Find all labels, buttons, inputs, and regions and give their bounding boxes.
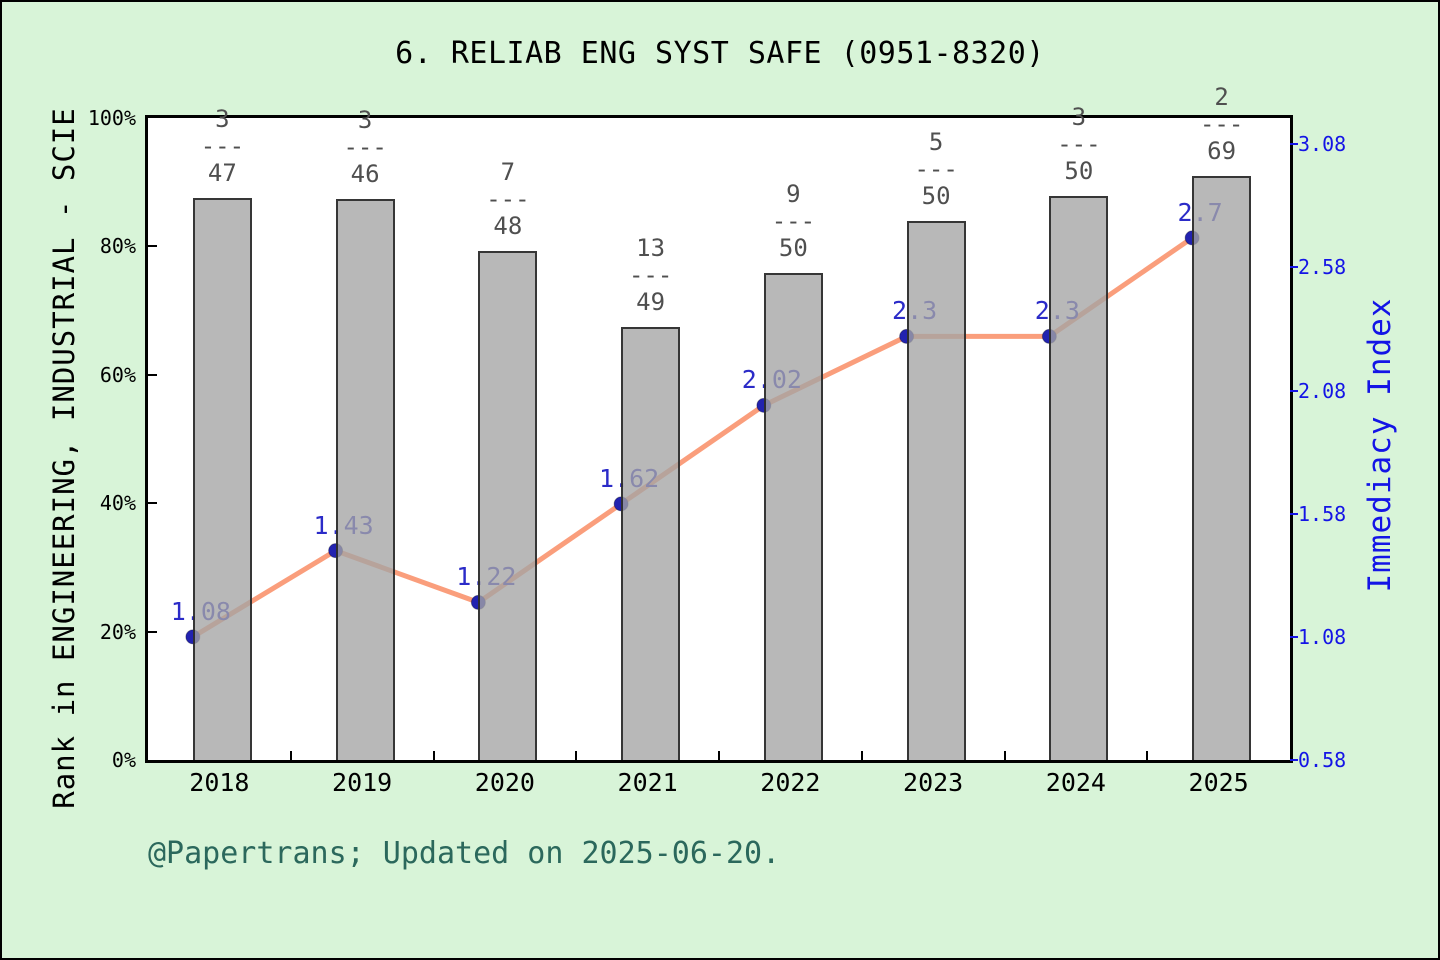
fraction-divider: --- [1057, 129, 1101, 158]
fraction-divider: --- [771, 206, 816, 235]
rank-bar-2019 [335, 198, 395, 760]
fraction-divider: --- [914, 155, 958, 184]
x-tick-label-2018: 2018 [189, 768, 250, 797]
left-axis-tick [148, 245, 157, 248]
plot-area: 1.083---471.433---461.227---481.6213---4… [145, 83, 1293, 763]
rank-bar-2020 [478, 250, 538, 760]
right-axis-title: Immediacy Index [1362, 297, 1398, 593]
left-tick-label-80%: 80% [99, 234, 136, 259]
rank-fraction-2021: 13 --- 49 [601, 235, 701, 316]
fraction-denominator: 46 [350, 159, 380, 188]
fraction-numerator: 3 [215, 105, 230, 134]
x-tick-label-2019: 2019 [332, 768, 393, 797]
footer-note: @Papertrans; Updated on 2025-06-20. [148, 836, 781, 871]
left-tick-label-40%: 40% [99, 491, 136, 516]
fraction-numerator: 3 [357, 105, 373, 134]
immediacy-line-layer [185, 230, 1200, 645]
x-axis-tick [860, 751, 863, 760]
fraction-numerator: 2 [1214, 82, 1229, 111]
rank-bar-2018 [192, 198, 252, 760]
x-axis-tick [289, 751, 292, 760]
chart-title: 6. RELIAB ENG SYST SAFE (0951-8320) [395, 36, 1045, 71]
rank-bar-2023 [906, 221, 966, 760]
x-tick-label-2020: 2020 [474, 768, 535, 797]
left-axis-tick [148, 373, 157, 376]
fraction-denominator: 50 [921, 182, 951, 211]
rank-fraction-2024: 3 --- 50 [1029, 102, 1129, 185]
x-axis-tick [575, 751, 578, 760]
rank-bar-2024 [1049, 195, 1109, 760]
fraction-numerator: 3 [1071, 102, 1087, 131]
fraction-numerator: 5 [928, 128, 944, 157]
right-tick-label-3.08: 3.08 [1298, 132, 1347, 157]
right-axis-tick [1290, 266, 1298, 269]
fraction-numerator: 13 [636, 234, 666, 263]
fraction-numerator: 7 [500, 157, 516, 186]
right-axis-tick [1290, 143, 1298, 146]
fraction-divider: --- [628, 261, 673, 290]
fraction-denominator: 48 [493, 211, 523, 240]
fraction-denominator: 50 [1064, 156, 1094, 185]
left-axis-tick [148, 630, 157, 633]
rank-bar-2021 [621, 327, 681, 760]
right-tick-label-2.58: 2.58 [1298, 255, 1347, 280]
x-tick-label-2025: 2025 [1188, 768, 1249, 797]
fraction-numerator: 9 [786, 179, 801, 208]
fraction-divider: --- [343, 132, 387, 161]
right-axis-tick [1290, 759, 1298, 761]
rank-bar-2022 [763, 272, 823, 760]
right-axis-tick [1290, 389, 1298, 392]
fraction-denominator: 49 [636, 288, 666, 317]
right-tick-label-1.58: 1.58 [1298, 501, 1347, 526]
rank-fraction-2020: 7 --- 48 [458, 157, 558, 240]
fraction-denominator: 69 [1207, 136, 1237, 165]
x-tick-label-2024: 2024 [1045, 768, 1106, 797]
rank-fraction-2018: 3 --- 47 [172, 106, 272, 187]
left-tick-label-100%: 100% [87, 106, 136, 130]
fraction-divider: --- [200, 132, 245, 161]
fraction-denominator: 47 [207, 159, 237, 188]
x-tick-label-2021: 2021 [617, 768, 678, 797]
rank-fraction-2025: 2 --- 69 [1172, 82, 1272, 165]
right-tick-label-2.08: 2.08 [1298, 378, 1347, 403]
left-tick-label-60%: 60% [99, 362, 136, 387]
rank-fraction-2022: 9 --- 50 [743, 179, 843, 262]
x-axis-tick [718, 751, 720, 760]
fraction-divider: --- [1199, 109, 1244, 138]
left-tick-label-20%: 20% [99, 619, 136, 644]
fraction-divider: --- [486, 184, 530, 213]
rank-fraction-2019: 3 --- 46 [315, 105, 415, 188]
x-tick-label-2022: 2022 [760, 768, 821, 797]
x-axis-tick [1146, 751, 1149, 760]
right-tick-label-1.08: 1.08 [1298, 624, 1347, 649]
rank-bar-2025 [1192, 175, 1252, 760]
fraction-denominator: 50 [778, 233, 808, 262]
left-axis-tick [148, 502, 157, 505]
x-axis-tick [1003, 751, 1006, 760]
right-tick-label-0.58: 0.58 [1298, 748, 1347, 772]
left-tick-label-0%: 0% [111, 748, 136, 772]
left-axis-title: Rank in ENGINEERING, INDUSTRIAL - SCIE [47, 107, 81, 809]
right-axis-tick [1290, 512, 1298, 515]
x-tick-label-2023: 2023 [903, 768, 964, 797]
rank-fraction-2023: 5 --- 50 [886, 129, 986, 210]
right-axis-tick [1290, 635, 1298, 638]
x-axis-tick [432, 751, 435, 760]
